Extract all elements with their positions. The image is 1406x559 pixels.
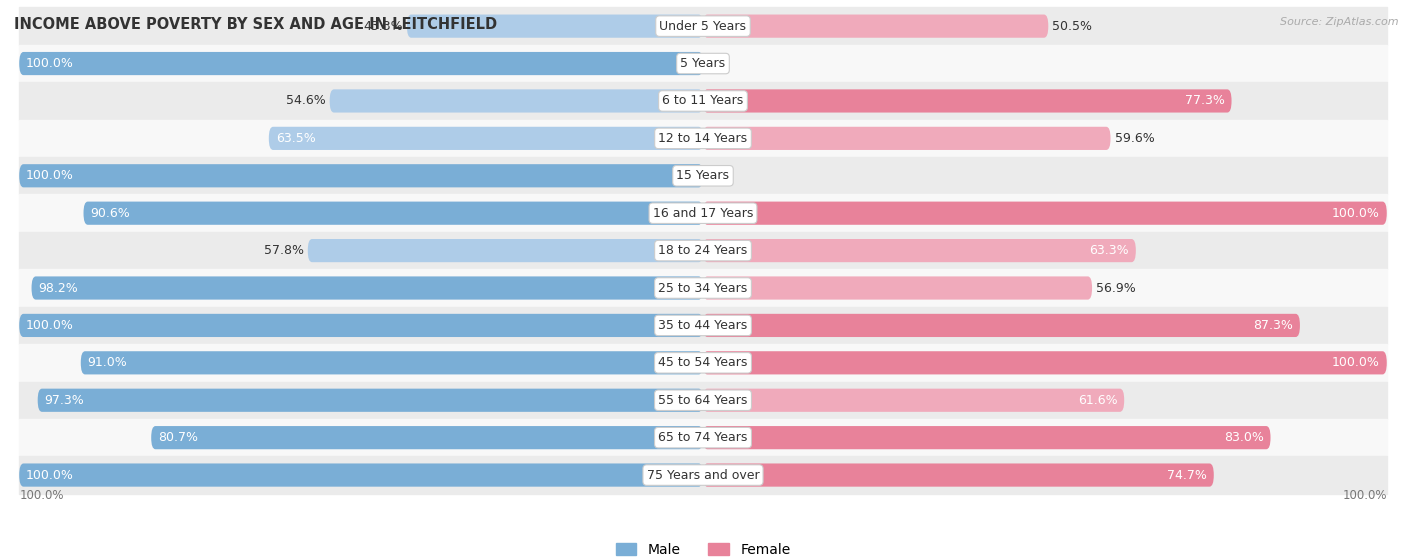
- Bar: [20, 157, 1386, 195]
- Bar: [20, 344, 1386, 382]
- Bar: [20, 45, 1386, 82]
- Text: 50.5%: 50.5%: [1053, 20, 1092, 32]
- FancyBboxPatch shape: [703, 127, 1111, 150]
- FancyBboxPatch shape: [703, 389, 1125, 412]
- FancyBboxPatch shape: [269, 127, 703, 150]
- Text: 5 Years: 5 Years: [681, 57, 725, 70]
- Text: 87.3%: 87.3%: [1253, 319, 1294, 332]
- Bar: [20, 269, 1386, 307]
- Text: 55 to 64 Years: 55 to 64 Years: [658, 394, 748, 407]
- FancyBboxPatch shape: [703, 15, 1049, 37]
- Text: 56.9%: 56.9%: [1097, 282, 1136, 295]
- Text: 15 Years: 15 Years: [676, 169, 730, 182]
- Text: 57.8%: 57.8%: [264, 244, 304, 257]
- Text: 91.0%: 91.0%: [87, 356, 128, 369]
- FancyBboxPatch shape: [703, 239, 1136, 262]
- FancyBboxPatch shape: [20, 314, 703, 337]
- Text: 54.6%: 54.6%: [285, 94, 326, 107]
- Bar: [20, 419, 1386, 456]
- Text: 18 to 24 Years: 18 to 24 Years: [658, 244, 748, 257]
- Text: 35 to 44 Years: 35 to 44 Years: [658, 319, 748, 332]
- FancyBboxPatch shape: [406, 15, 703, 37]
- Text: 61.6%: 61.6%: [1078, 394, 1118, 407]
- Bar: [20, 82, 1386, 120]
- Text: 63.5%: 63.5%: [276, 132, 315, 145]
- Text: 90.6%: 90.6%: [90, 207, 131, 220]
- Text: 6 to 11 Years: 6 to 11 Years: [662, 94, 744, 107]
- Text: 45 to 54 Years: 45 to 54 Years: [658, 356, 748, 369]
- FancyBboxPatch shape: [703, 351, 1386, 375]
- Text: 100.0%: 100.0%: [27, 319, 75, 332]
- Bar: [20, 195, 1386, 232]
- Text: 25 to 34 Years: 25 to 34 Years: [658, 282, 748, 295]
- Text: 83.0%: 83.0%: [1223, 431, 1264, 444]
- Bar: [20, 7, 1386, 45]
- FancyBboxPatch shape: [703, 89, 1232, 112]
- Text: 97.3%: 97.3%: [45, 394, 84, 407]
- Text: 63.3%: 63.3%: [1090, 244, 1129, 257]
- FancyBboxPatch shape: [703, 276, 1092, 300]
- Text: 77.3%: 77.3%: [1185, 94, 1225, 107]
- FancyBboxPatch shape: [38, 389, 703, 412]
- Text: 80.7%: 80.7%: [157, 431, 198, 444]
- FancyBboxPatch shape: [703, 202, 1386, 225]
- Text: 100.0%: 100.0%: [1331, 356, 1379, 369]
- Text: 98.2%: 98.2%: [38, 282, 79, 295]
- FancyBboxPatch shape: [31, 276, 703, 300]
- Text: Source: ZipAtlas.com: Source: ZipAtlas.com: [1281, 17, 1399, 27]
- FancyBboxPatch shape: [20, 164, 703, 187]
- Bar: [20, 307, 1386, 344]
- Bar: [20, 232, 1386, 269]
- FancyBboxPatch shape: [80, 351, 703, 375]
- FancyBboxPatch shape: [83, 202, 703, 225]
- Text: 100.0%: 100.0%: [1343, 489, 1386, 502]
- Text: 75 Years and over: 75 Years and over: [647, 468, 759, 481]
- FancyBboxPatch shape: [152, 426, 703, 449]
- Text: Under 5 Years: Under 5 Years: [659, 20, 747, 32]
- Text: 100.0%: 100.0%: [20, 489, 63, 502]
- Text: 100.0%: 100.0%: [27, 57, 75, 70]
- Text: INCOME ABOVE POVERTY BY SEX AND AGE IN LEITCHFIELD: INCOME ABOVE POVERTY BY SEX AND AGE IN L…: [14, 17, 498, 32]
- Bar: [20, 382, 1386, 419]
- Text: 100.0%: 100.0%: [27, 169, 75, 182]
- FancyBboxPatch shape: [20, 463, 703, 487]
- FancyBboxPatch shape: [329, 89, 703, 112]
- Text: 74.7%: 74.7%: [1167, 468, 1206, 481]
- Bar: [20, 456, 1386, 494]
- Text: 59.6%: 59.6%: [1115, 132, 1154, 145]
- FancyBboxPatch shape: [703, 314, 1301, 337]
- Text: 12 to 14 Years: 12 to 14 Years: [658, 132, 748, 145]
- FancyBboxPatch shape: [703, 426, 1271, 449]
- FancyBboxPatch shape: [703, 463, 1213, 487]
- Text: 100.0%: 100.0%: [1331, 207, 1379, 220]
- Bar: [20, 120, 1386, 157]
- Text: 43.3%: 43.3%: [363, 20, 404, 32]
- Text: 16 and 17 Years: 16 and 17 Years: [652, 207, 754, 220]
- Legend: Male, Female: Male, Female: [610, 537, 796, 559]
- Text: 100.0%: 100.0%: [27, 468, 75, 481]
- Text: 65 to 74 Years: 65 to 74 Years: [658, 431, 748, 444]
- FancyBboxPatch shape: [20, 52, 703, 75]
- FancyBboxPatch shape: [308, 239, 703, 262]
